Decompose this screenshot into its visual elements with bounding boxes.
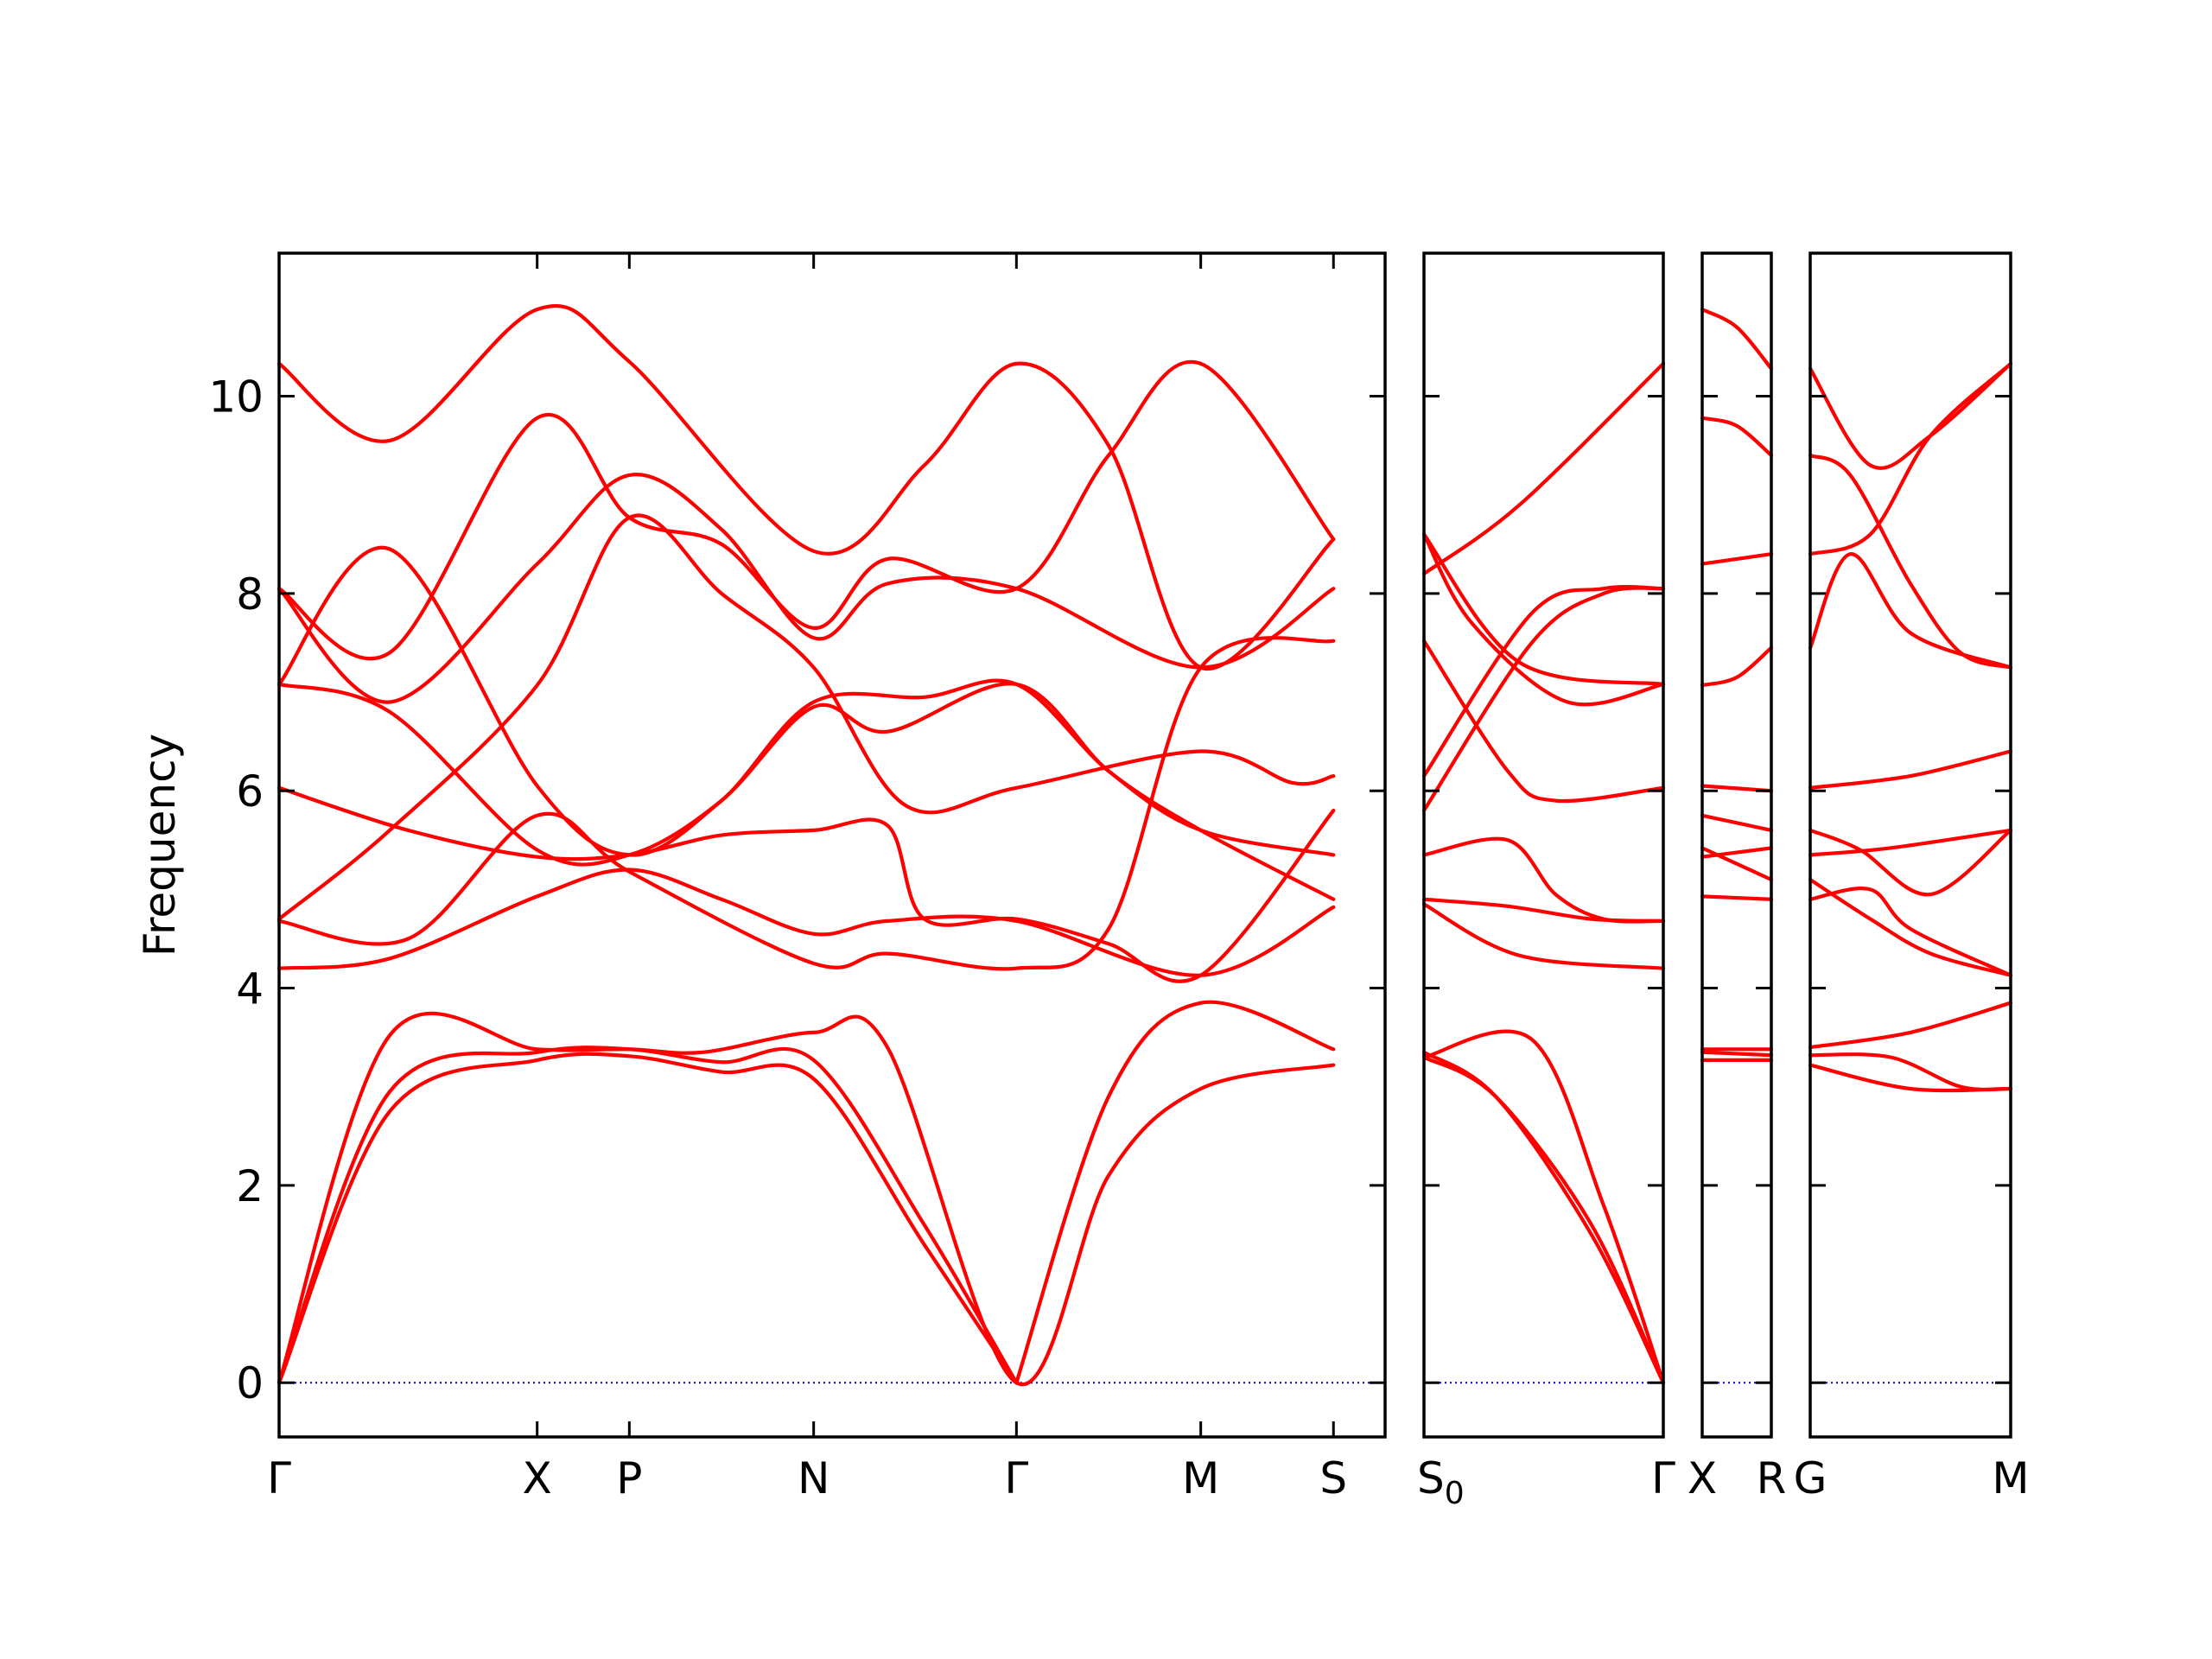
panel-2-xtick-label: Γ (1651, 1453, 1675, 1503)
panel-frames (277, 251, 2012, 1439)
y-tick-label: 4 (236, 964, 264, 1014)
panel-2-band-6 (1421, 836, 1666, 924)
panel-2-band-3 (1421, 1029, 1666, 1385)
panel-3-band-11 (1700, 416, 1774, 458)
panel-2-band-4 (1421, 902, 1666, 970)
panel-3-band-9 (1700, 645, 1774, 688)
panel-2-band-1 (1421, 1050, 1666, 1385)
panel-3-band-10 (1700, 552, 1774, 566)
panel-4-band-11 (1808, 361, 2013, 470)
panel-3-xtick-label: R (1757, 1453, 1787, 1503)
y-axis-label: Frequency (135, 734, 185, 957)
panel-3-band-5 (1700, 846, 1774, 859)
panel-1-band-10 (276, 545, 1336, 901)
panel-2-band-11 (1421, 584, 1666, 779)
panel-1-band-5 (276, 868, 1336, 977)
panel-4-xtick-label: G (1794, 1453, 1827, 1503)
panel-4-band-8 (1808, 749, 2013, 790)
panel-1-frame (277, 251, 1387, 1439)
panel-1-xtick-label: Γ (1004, 1453, 1028, 1503)
panel-4-frame (1808, 251, 2012, 1439)
panel-3-band-6 (1700, 846, 1774, 882)
panel-2-band-12 (1421, 361, 1666, 576)
y-tick-label: 8 (236, 569, 264, 620)
panel-1-band-12 (276, 359, 1336, 661)
panel-4-band-5 (1808, 887, 2013, 977)
panel-3-band-12 (1700, 308, 1774, 371)
panel-3-band-4 (1700, 894, 1774, 901)
y-tick-label: 6 (236, 766, 264, 817)
panel-3-frame (1700, 251, 1773, 1439)
panel-1-xtick-label: X (523, 1453, 552, 1503)
band-lines (276, 304, 2013, 1387)
panel-4-band-6 (1808, 828, 2013, 857)
panel-4-band-12 (1808, 361, 2013, 556)
panel-2-xtick-label: S0 (1417, 1453, 1465, 1511)
panel-1-xtick-label: S (1319, 1453, 1347, 1503)
panel-1-band-6 (276, 636, 1336, 971)
y-tick-labels: 0 2 4 6 8 10 (208, 372, 264, 1409)
panel-2-band-9 (1421, 532, 1666, 686)
panel-2-band-8 (1421, 532, 1666, 707)
panel-1-band-4 (1014, 1000, 1336, 1385)
panel-2-frame (1422, 251, 1665, 1439)
panel-3-band-7 (1700, 813, 1774, 832)
panel-1-band-7 (276, 513, 1336, 921)
panel-4-xtick-label: M (1992, 1453, 2029, 1503)
panel-3-xtick-label: X (1688, 1453, 1717, 1503)
panel-4-band-4 (1808, 877, 2013, 977)
panel-4-band-7 (1808, 828, 2013, 897)
panel-2-band-5 (1421, 897, 1666, 923)
x-tick-labels: Γ X P N Γ M S S0 Γ X R G M (267, 1453, 2030, 1511)
panel-1-xtick-label: M (1182, 1453, 1219, 1503)
panel-4-band-3 (1808, 1001, 2013, 1050)
panel-1-xtick-label: P (616, 1453, 642, 1503)
panel-4-band-2 (1808, 1052, 2013, 1092)
panel-4-band-10 (1808, 453, 2013, 670)
panel-1-band-1 (276, 1052, 1019, 1385)
panel-2-band-2 (1421, 1055, 1666, 1385)
panel-1-xtick-label: Γ (267, 1453, 291, 1503)
tick-marks (277, 253, 2012, 1437)
panel-2-band-7 (1421, 639, 1666, 804)
y-tick-label: 0 (236, 1358, 264, 1408)
y-tick-label: 2 (236, 1161, 264, 1211)
y-tick-label: 10 (208, 372, 264, 423)
panel-4-band-1 (1808, 1063, 2013, 1093)
panel-3-band-2 (1700, 1050, 1774, 1058)
panel-1-band-13 (276, 304, 1336, 671)
panel-1-xtick-label: N (798, 1453, 830, 1503)
panel-4-band-9 (1808, 552, 2013, 670)
panel-1-band-8 (276, 785, 1336, 983)
panel-1-band-3 (276, 1011, 1336, 1387)
